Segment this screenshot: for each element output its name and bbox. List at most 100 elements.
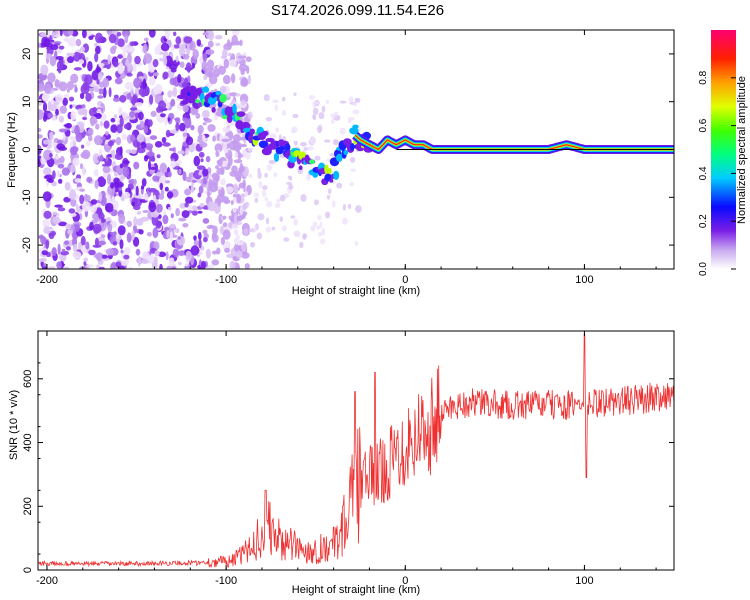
spectrogram-noise-cell (172, 86, 178, 98)
spectrogram-noise-cell (156, 203, 163, 213)
spectrogram-noise-cell (212, 135, 217, 142)
spectrogram-noise-cell (164, 186, 169, 192)
spectrogram-noise-cell (78, 59, 85, 65)
spectrogram-noise-cell (73, 84, 78, 88)
spectrogram-noise-cell (339, 100, 347, 104)
spectrogram-noise-cell (240, 143, 247, 148)
spectrogram-noise-cell (220, 166, 225, 176)
spectrogram-noise-cell (211, 178, 219, 188)
spectrogram-noise-cell (196, 39, 201, 47)
spectrogram-noise-cell (70, 212, 77, 217)
spectrogram-ridge (176, 85, 674, 186)
colorbar-label: Normalized spectral amplitude (736, 76, 748, 224)
spectrogram-noise-cell (100, 136, 106, 140)
spectrogram-noise-cell (94, 52, 99, 63)
spectrogram-noise-cell (110, 124, 118, 133)
spectrogram-noise-cell (336, 182, 343, 189)
spectrogram-noise-cell (102, 77, 110, 88)
spectrogram-noise-cell (154, 45, 161, 55)
spectrogram-noise-cell (138, 229, 144, 235)
spectrogram-noise-cell (215, 111, 224, 117)
spectrogram-noise-cell (136, 133, 145, 143)
spectrogram-ridge-cell (232, 103, 237, 114)
spectrogram-noise-cell (162, 71, 169, 80)
spectrogram-noise-cell (74, 223, 80, 232)
spectrogram-noise-cell (199, 203, 205, 208)
spectrogram-noise-cell (142, 210, 150, 213)
colorbar-tick-label: 0.0 (698, 262, 709, 276)
spectrogram-noise-cell (73, 67, 82, 71)
spectrogram-noise-cell (60, 250, 69, 256)
spectrogram-noise-cell (80, 151, 89, 159)
spectrogram-noise-cell (167, 171, 172, 178)
spectrogram-noise-cell (79, 163, 84, 170)
spectrogram-noise-cell (58, 115, 64, 123)
spectrogram-noise-cell (174, 117, 180, 121)
spectrogram-noise-cell (141, 178, 147, 187)
spectrogram-noise-cell (197, 210, 203, 214)
spectrogram-noise-cell (162, 214, 169, 225)
spectrogram-noise-cell (291, 128, 296, 134)
spectrogram-noise-cell (172, 248, 179, 258)
spectrogram-ridge-cell (186, 95, 196, 104)
spectrogram-noise-cell (157, 251, 167, 258)
spectrogram-noise-cell (228, 52, 232, 57)
spectrogram-noise-cell (207, 190, 211, 198)
spectrogram-noise-cell (110, 182, 115, 189)
spectrogram-noise-cell (220, 178, 226, 186)
spectrogram-ridge-cell (215, 90, 222, 96)
spectrogram-noise-cell (143, 155, 149, 162)
spectrogram-noise-cell (146, 151, 155, 157)
spectrogram-noise-cell (93, 42, 99, 47)
spectrogram-noise-cell (342, 217, 348, 225)
spectrogram-noise-cell (75, 203, 79, 210)
spectrogram-noise-cell (202, 218, 210, 224)
spectrogram-y-tick-label: 20 (21, 48, 33, 60)
spectrogram-noise-cell (117, 225, 126, 236)
spectrogram-noise-cell (48, 266, 56, 269)
spectrogram-noise-cell (85, 141, 91, 147)
spectrogram-noise-cell (204, 118, 212, 123)
spectrogram-noise-cell (122, 30, 131, 38)
spectrogram-noise-cell (164, 30, 168, 35)
spectrogram-noise-cell (325, 99, 330, 104)
spectrogram-noise-cell (82, 201, 91, 212)
spectrogram-noise-cell (137, 255, 141, 267)
spectrogram-noise-cell (208, 178, 213, 190)
spectrogram-noise-cell (324, 139, 331, 143)
spectrogram-noise-cell (202, 229, 208, 235)
spectrogram-noise-cell (62, 133, 66, 141)
spectrogram-noise-cell (160, 189, 165, 196)
spectrogram-noise-cell (130, 134, 136, 143)
spectrogram-noise-cell (181, 82, 188, 88)
spectrogram-noise-cell (207, 264, 214, 269)
spectrogram-noise-cell (79, 46, 86, 53)
spectrogram-noise-cell (228, 92, 238, 97)
spectrogram-noise-cell (218, 158, 223, 167)
spectrogram-noise-cell (231, 99, 235, 104)
spectrogram-noise-cell (190, 125, 195, 131)
spectrogram-noise-cell (133, 216, 138, 227)
spectrogram-noise-cell (103, 120, 110, 129)
spectrogram-noise-cell (317, 214, 322, 221)
spectrogram-noise-cell (68, 96, 75, 102)
spectrogram-noise-cell (241, 252, 250, 259)
spectrogram-x-tick-label: 0 (402, 274, 408, 286)
spectrogram-ridge-cell (309, 159, 315, 164)
spectrogram-noise-cell (164, 180, 171, 184)
spectrogram-noise-cell (55, 30, 59, 36)
spectrogram-noise-cell (193, 239, 199, 247)
spectrogram-noise-cell (136, 218, 144, 226)
spectrogram-noise-cell (41, 250, 48, 256)
spectrogram-noise-cell (99, 120, 104, 127)
spectrogram-noise-cell (48, 104, 57, 112)
spectrogram-noise-cell (197, 192, 202, 198)
spectrogram-noise-cell (86, 264, 94, 268)
spectrogram-noise-cell (185, 250, 192, 261)
spectrogram-noise-cell (221, 138, 230, 142)
spectrogram-noise-cell (91, 219, 98, 224)
spectrogram-noise-cell (136, 195, 146, 199)
spectrogram-noise-cell (299, 241, 304, 249)
spectrogram-noise-cell (56, 170, 61, 178)
